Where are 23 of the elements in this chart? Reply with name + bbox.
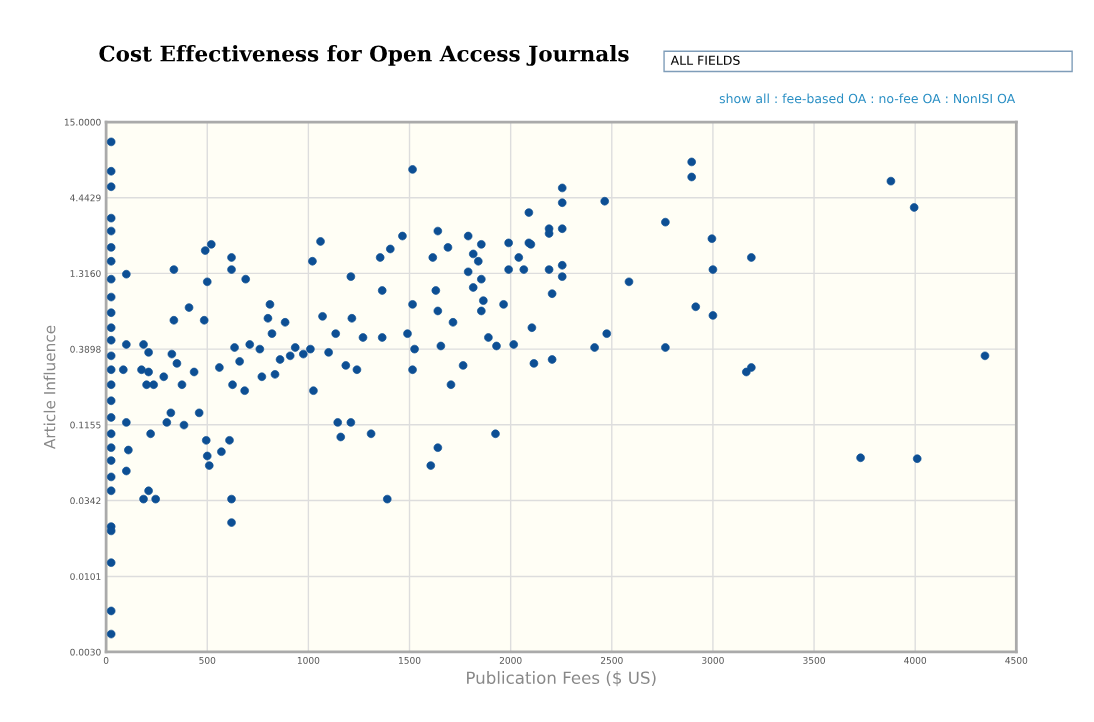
x-tick-label: 1500: [399, 656, 421, 664]
y-tick-label: 4.4429: [70, 194, 101, 202]
y-tick-label: 0.3898: [70, 345, 101, 353]
x-tick-label: 500: [199, 656, 216, 664]
y-tick-label: 1.3160: [70, 270, 101, 277]
y-tick-label: 0.0101: [70, 573, 101, 580]
y-axis-title: Article Influence: [43, 325, 56, 449]
chart-title: Cost Effectiveness for Open Access Journals: [99, 45, 629, 66]
x-tick-label: 1000: [297, 656, 320, 664]
text: ALL FIELDS: [670, 55, 740, 65]
x-axis-title: Publication Fees ($ US): [467, 671, 656, 687]
x-tick-label: 2500: [600, 656, 623, 664]
x-tick-label: 4000: [904, 656, 927, 664]
x-tick-label: 2000: [499, 656, 522, 664]
y-tick-label: 0.0342: [70, 497, 101, 505]
y-tick-label: 15.0000: [64, 118, 101, 126]
x-tick-label: 0: [103, 656, 109, 664]
x-tick-label: 3500: [803, 656, 825, 664]
y-tick-label: 0.0030: [70, 648, 101, 656]
x-tick-label: 4500: [1005, 656, 1028, 664]
x-tick-label: 3000: [702, 656, 724, 664]
y-tick-label: 0.1155: [70, 421, 101, 429]
text: show all : fee-based OA : no-fee OA : NonISI OA: [719, 93, 1016, 104]
